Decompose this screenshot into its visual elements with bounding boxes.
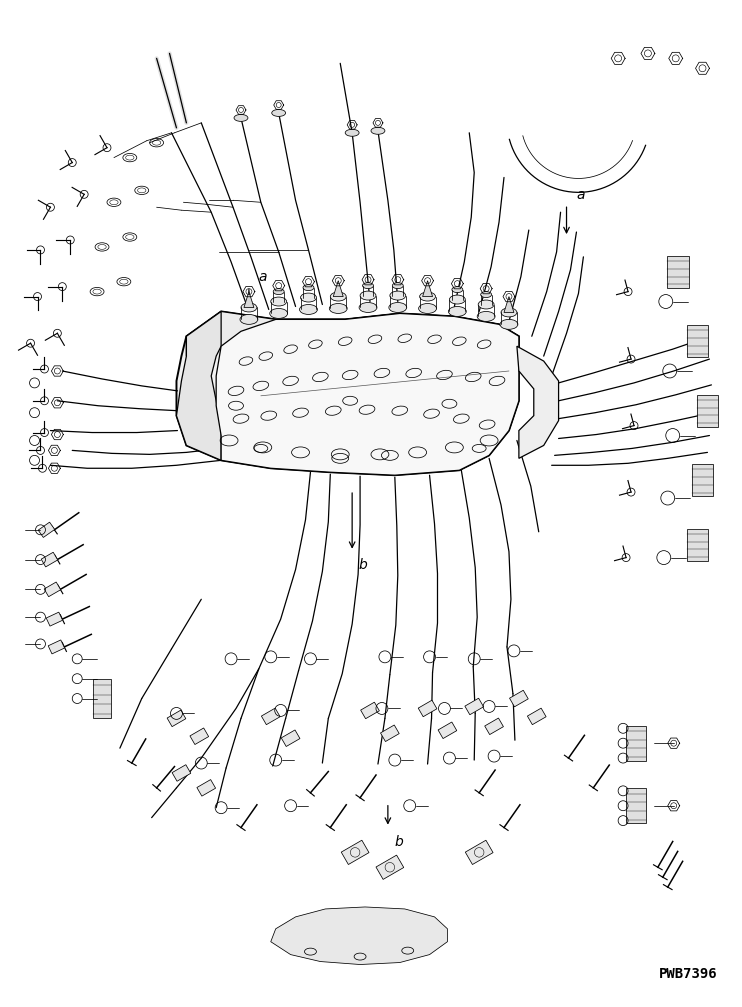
Ellipse shape [389,302,407,312]
Ellipse shape [359,302,377,312]
Ellipse shape [273,289,284,295]
Ellipse shape [418,303,436,313]
Polygon shape [697,395,718,427]
Polygon shape [510,690,528,707]
Ellipse shape [371,127,385,134]
Ellipse shape [240,314,258,324]
Ellipse shape [363,283,373,289]
Text: PWB7396: PWB7396 [659,968,718,982]
Ellipse shape [478,300,494,309]
Polygon shape [186,311,519,366]
Polygon shape [626,726,646,760]
Polygon shape [485,718,503,734]
Polygon shape [93,679,111,718]
Polygon shape [172,764,191,781]
Polygon shape [626,788,646,823]
Polygon shape [465,840,493,865]
Ellipse shape [303,285,314,291]
Polygon shape [41,552,58,567]
Ellipse shape [420,292,436,301]
Polygon shape [333,281,344,296]
Ellipse shape [272,110,286,117]
Polygon shape [438,722,457,738]
Polygon shape [361,702,379,719]
Ellipse shape [452,287,463,293]
Polygon shape [177,311,221,460]
Polygon shape [381,725,399,741]
Text: a: a [259,270,267,284]
Polygon shape [686,529,709,561]
Ellipse shape [360,291,376,300]
Ellipse shape [301,293,316,302]
Polygon shape [216,313,519,475]
Polygon shape [418,700,437,717]
Ellipse shape [477,311,495,321]
Ellipse shape [481,292,492,297]
Polygon shape [48,639,65,654]
Polygon shape [177,311,519,475]
Polygon shape [45,582,61,597]
Ellipse shape [241,303,257,312]
Polygon shape [504,296,514,312]
Text: b: b [358,558,367,572]
Polygon shape [167,710,186,727]
Ellipse shape [234,115,248,122]
Ellipse shape [390,291,406,300]
Ellipse shape [501,308,517,317]
Polygon shape [667,256,689,288]
Polygon shape [271,907,447,965]
Polygon shape [190,728,209,744]
Polygon shape [528,708,546,725]
Polygon shape [38,523,55,538]
Polygon shape [423,281,433,296]
Polygon shape [281,730,300,746]
Ellipse shape [448,306,466,316]
Ellipse shape [500,319,518,329]
Polygon shape [692,464,713,496]
Text: a: a [577,188,585,202]
Polygon shape [261,708,280,725]
Ellipse shape [393,283,403,289]
Polygon shape [244,292,254,307]
Ellipse shape [271,297,286,306]
Ellipse shape [345,129,359,136]
Ellipse shape [330,292,347,301]
Text: b: b [395,836,404,850]
Ellipse shape [270,308,288,318]
Ellipse shape [329,303,347,313]
Polygon shape [46,612,62,626]
Ellipse shape [300,304,318,314]
Polygon shape [517,346,559,458]
Polygon shape [686,325,709,357]
Polygon shape [341,840,369,865]
Polygon shape [376,855,404,879]
Polygon shape [197,779,216,797]
Polygon shape [465,698,484,715]
Ellipse shape [450,295,465,304]
